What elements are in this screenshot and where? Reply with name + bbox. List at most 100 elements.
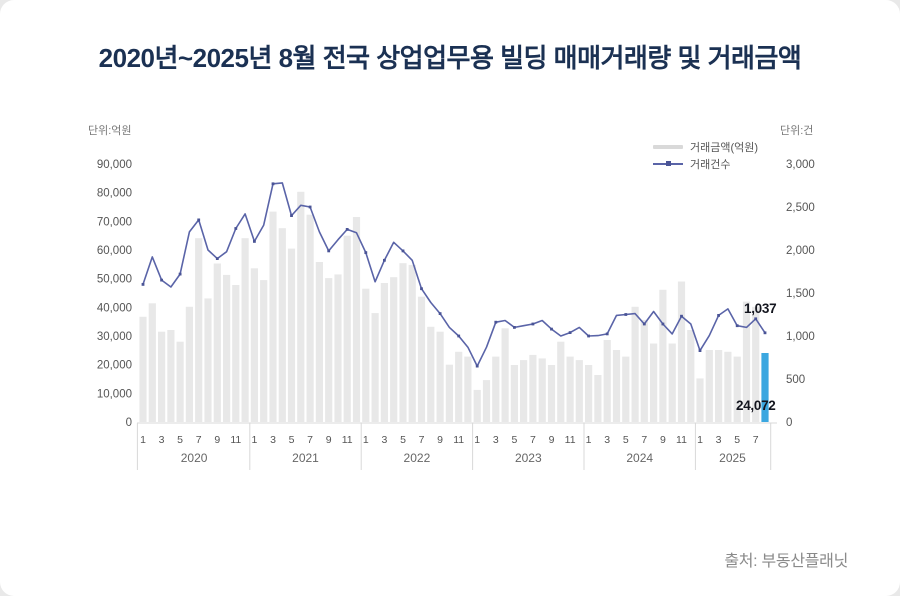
bar [223, 274, 231, 422]
bar [325, 278, 333, 422]
line-marker [271, 182, 275, 186]
bar [306, 214, 314, 422]
bar [139, 316, 147, 422]
left-axis-tick: 60,000 [97, 245, 132, 257]
month-tick: 7 [530, 434, 536, 446]
bar [315, 262, 323, 422]
bar [417, 296, 426, 422]
right-axis-tick: 1,000 [786, 331, 815, 343]
line-marker [253, 240, 256, 243]
month-tick: 7 [307, 434, 313, 446]
right-axis-tick: 2,500 [786, 202, 815, 214]
line-marker [475, 364, 479, 368]
line-marker [234, 227, 238, 230]
bar [250, 268, 258, 422]
month-tick: 11 [230, 434, 241, 446]
bar [371, 313, 379, 422]
bar [742, 301, 751, 422]
line-marker [364, 251, 368, 254]
bar [538, 358, 546, 422]
line-marker [141, 283, 145, 286]
line-marker [401, 249, 405, 253]
month-tick: 11 [676, 434, 687, 446]
month-tick: 11 [565, 434, 576, 446]
bar [594, 375, 602, 422]
month-tick: 9 [549, 434, 555, 446]
month-tick: 5 [400, 434, 406, 446]
right-axis-tick: 0 [786, 417, 792, 429]
bar [640, 319, 648, 422]
line-marker [605, 332, 609, 336]
bar [752, 306, 760, 422]
line-marker [197, 218, 201, 222]
bar [659, 289, 667, 422]
last-bar-value-label: 24,072 [736, 398, 776, 413]
line-marker [717, 314, 720, 317]
bar [269, 211, 277, 422]
left-axis-tick: 0 [126, 417, 132, 429]
right-axis-unit-label: 단위:건 [780, 125, 814, 137]
bar [677, 281, 686, 422]
month-tick: 9 [326, 434, 332, 446]
line-marker [457, 334, 461, 338]
last-line-value-label: 1,037 [744, 301, 777, 316]
bar [705, 350, 713, 422]
source-credit: 출처: 부동산플래닛 [724, 553, 848, 570]
year-label: 2020 [181, 451, 208, 465]
line-marker [661, 322, 665, 326]
bar [343, 235, 351, 422]
month-tick: 1 [251, 434, 257, 446]
bar [408, 264, 416, 422]
line-marker [763, 331, 767, 335]
bar [566, 356, 574, 422]
line-marker [420, 287, 423, 291]
bar [631, 306, 639, 422]
left-axis-tick: 40,000 [97, 302, 132, 314]
month-tick: 9 [214, 434, 220, 446]
line-marker [327, 249, 331, 253]
month-tick: 3 [493, 434, 499, 446]
gray-bar-swatch [653, 145, 683, 149]
bar [696, 378, 704, 422]
bar [278, 228, 286, 422]
bar [622, 356, 630, 422]
bar [585, 365, 593, 422]
page-title: 2020년~2025년 8월 전국 상업업무용 빌딩 매매거래량 및 거래금액 [98, 43, 802, 73]
line-marker [698, 349, 702, 352]
line-marker [438, 312, 442, 315]
line-marker [568, 331, 572, 334]
bar [445, 364, 453, 422]
line-marker [754, 317, 758, 321]
bar [687, 330, 695, 422]
month-tick: 7 [641, 434, 647, 446]
bar [520, 360, 528, 422]
bar [297, 191, 305, 422]
line-marker [680, 314, 683, 318]
month-tick: 9 [660, 434, 666, 446]
legend-item-count: 거래건수 [653, 158, 758, 171]
line-marker [178, 272, 182, 276]
month-tick: 1 [474, 434, 480, 446]
line-marker [531, 322, 535, 326]
month-tick: 1 [140, 434, 146, 446]
legend-label-amount: 거래금액(억원) [690, 142, 759, 154]
bar [399, 263, 407, 422]
month-tick: 3 [716, 434, 722, 446]
left-axis-tick: 80,000 [97, 188, 132, 200]
bar [724, 351, 732, 422]
bar [492, 356, 500, 422]
bar [167, 330, 175, 422]
line-marker [345, 228, 349, 231]
bar [390, 277, 398, 422]
year-label: 2024 [626, 451, 653, 465]
left-axis-tick: 30,000 [97, 331, 132, 343]
line-marker [642, 322, 646, 326]
bar [158, 331, 166, 422]
bar [241, 238, 249, 422]
line-marker [513, 326, 516, 329]
bar [612, 350, 621, 422]
month-tick: 3 [381, 434, 387, 446]
line-marker [160, 278, 163, 282]
